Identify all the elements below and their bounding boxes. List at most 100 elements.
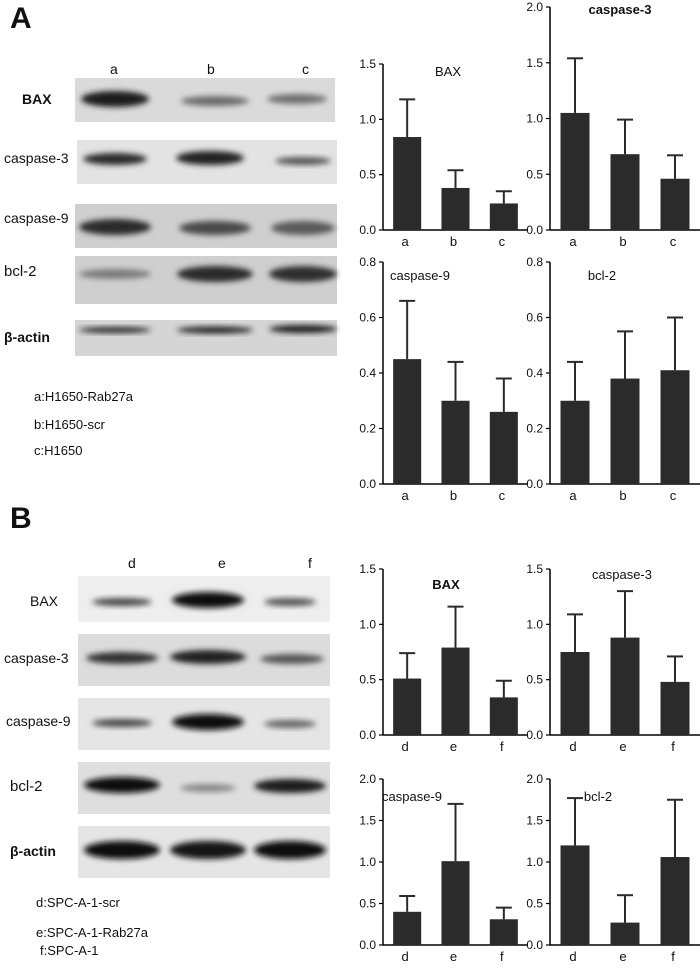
- x-tick-label: c: [499, 488, 506, 503]
- y-tick-label: 0.2: [526, 422, 543, 436]
- y-tick-label: 0.5: [526, 897, 543, 911]
- y-tick-label: 0.8: [359, 255, 376, 269]
- x-tick-label: b: [619, 488, 626, 503]
- y-tick-label: 0.5: [526, 673, 543, 687]
- western-blot-a: [75, 78, 337, 356]
- bar: [489, 919, 518, 945]
- y-tick-label: 1.5: [526, 814, 543, 828]
- blot-label: caspase-9: [4, 210, 69, 226]
- y-tick-label: 2.0: [526, 772, 543, 786]
- blot-label: caspase-3: [4, 650, 69, 666]
- y-tick-label: 0.5: [359, 673, 376, 687]
- bar: [393, 137, 422, 230]
- x-tick-label: b: [450, 488, 457, 503]
- y-tick-label: 1.5: [359, 57, 376, 71]
- bar: [610, 154, 640, 230]
- bar: [393, 911, 422, 945]
- bar: [393, 678, 422, 735]
- chart-title: caspase-3: [589, 2, 652, 17]
- blot-label: bcl-2: [4, 263, 37, 280]
- y-tick-label: 1.5: [359, 562, 376, 576]
- bar-chart-bcl2-b: 0.0 0.5 1.0 1.5 2.0 d e f bcl-2: [526, 772, 700, 964]
- y-tick-label: 1.0: [359, 855, 376, 869]
- x-tick-label: a: [402, 488, 410, 503]
- y-tick-label: 1.0: [526, 617, 543, 631]
- bar: [610, 637, 640, 735]
- legend-item: b:H1650-scr: [34, 417, 105, 432]
- y-tick-label: 0.0: [359, 477, 376, 491]
- lane-label: d: [128, 555, 136, 571]
- x-tick-label: b: [450, 234, 457, 249]
- bar-chart-caspase9-b: 0.0 0.5 1.0 1.5 2.0 d e f caspase-9: [359, 772, 528, 964]
- lane-label: f: [308, 555, 312, 571]
- legend-item: a:H1650-Rab27a: [34, 389, 134, 404]
- y-tick-label: 0.5: [359, 897, 376, 911]
- bar: [489, 203, 518, 230]
- chart-title: caspase-3: [592, 567, 652, 582]
- bar: [560, 845, 590, 945]
- lane-label: e: [218, 555, 226, 571]
- y-tick-label: 0.0: [359, 728, 376, 742]
- y-tick-label: 0.2: [359, 422, 376, 436]
- x-tick-label: f: [500, 739, 504, 754]
- bar: [489, 411, 518, 484]
- chart-title: BAX: [435, 64, 461, 79]
- bar: [660, 178, 690, 230]
- x-tick-label: a: [402, 234, 410, 249]
- y-tick-label: 1.0: [359, 617, 376, 631]
- y-tick-label: 0.4: [526, 366, 543, 380]
- x-tick-label: b: [619, 234, 626, 249]
- bar-chart-bcl2-a: 0.0 0.2 0.4 0.6 0.8 a b c bcl-2: [526, 255, 700, 503]
- bar-chart-bax-b: 0.0 0.5 1.0 1.5 d e f BAX: [359, 562, 528, 754]
- lane-label: b: [207, 61, 215, 77]
- bar: [560, 652, 590, 735]
- panel-label-b: B: [10, 502, 32, 535]
- lane-label: a: [110, 61, 118, 77]
- x-tick-label: d: [569, 949, 576, 964]
- y-tick-label: 0.0: [526, 223, 543, 237]
- y-tick-label: 1.5: [526, 56, 543, 70]
- lane-label: c: [302, 61, 309, 77]
- y-tick-label: 0.6: [526, 311, 543, 325]
- bar: [610, 922, 640, 945]
- y-tick-label: 0.5: [526, 167, 543, 181]
- x-tick-label: d: [569, 739, 576, 754]
- x-tick-label: d: [402, 949, 409, 964]
- y-tick-label: 0.6: [359, 311, 376, 325]
- legend-item: f:SPC-A-1: [40, 943, 99, 958]
- blot-label: BAX: [22, 91, 52, 107]
- y-tick-label: 0.0: [526, 938, 543, 952]
- y-tick-label: 1.0: [526, 112, 543, 126]
- bar-chart-caspase9-a: 0.0 0.2 0.4 0.6 0.8 a b c caspase-9: [359, 255, 528, 503]
- bar: [489, 697, 518, 735]
- y-tick-label: 0.0: [526, 728, 543, 742]
- chart-title: bcl-2: [588, 268, 616, 283]
- bar: [660, 681, 690, 735]
- y-tick-label: 1.0: [359, 112, 376, 126]
- bar: [393, 359, 422, 484]
- bar-chart-caspase3-b: 0.0 0.5 1.0 1.5 d e f caspase-3: [526, 562, 700, 754]
- blot-label: β-actin: [4, 329, 50, 345]
- chart-title: BAX: [432, 577, 460, 592]
- bar: [660, 370, 690, 484]
- x-tick-label: a: [569, 234, 577, 249]
- western-blot-b: [78, 576, 330, 878]
- y-tick-label: 2.0: [359, 772, 376, 786]
- blot-label: caspase-9: [6, 713, 71, 729]
- blot-label: caspase-3: [4, 150, 69, 166]
- x-tick-label: f: [671, 739, 675, 754]
- x-tick-label: a: [569, 488, 577, 503]
- bar: [560, 112, 590, 230]
- blot-label: BAX: [30, 593, 59, 609]
- y-tick-label: 0.5: [359, 168, 376, 182]
- chart-title: caspase-9: [390, 268, 450, 283]
- legend-item: d:SPC-A-1-scr: [36, 895, 120, 910]
- panel-label-a: A: [10, 2, 32, 35]
- chart-title: caspase-9: [382, 789, 442, 804]
- y-tick-label: 0.0: [359, 223, 376, 237]
- bar: [660, 857, 690, 945]
- x-tick-label: e: [450, 739, 457, 754]
- bar-chart-caspase3-a: 0.0 0.5 1.0 1.5 2.0 a b c caspase-3: [526, 0, 700, 249]
- y-tick-label: 0.0: [526, 477, 543, 491]
- blot-label: bcl-2: [10, 778, 43, 795]
